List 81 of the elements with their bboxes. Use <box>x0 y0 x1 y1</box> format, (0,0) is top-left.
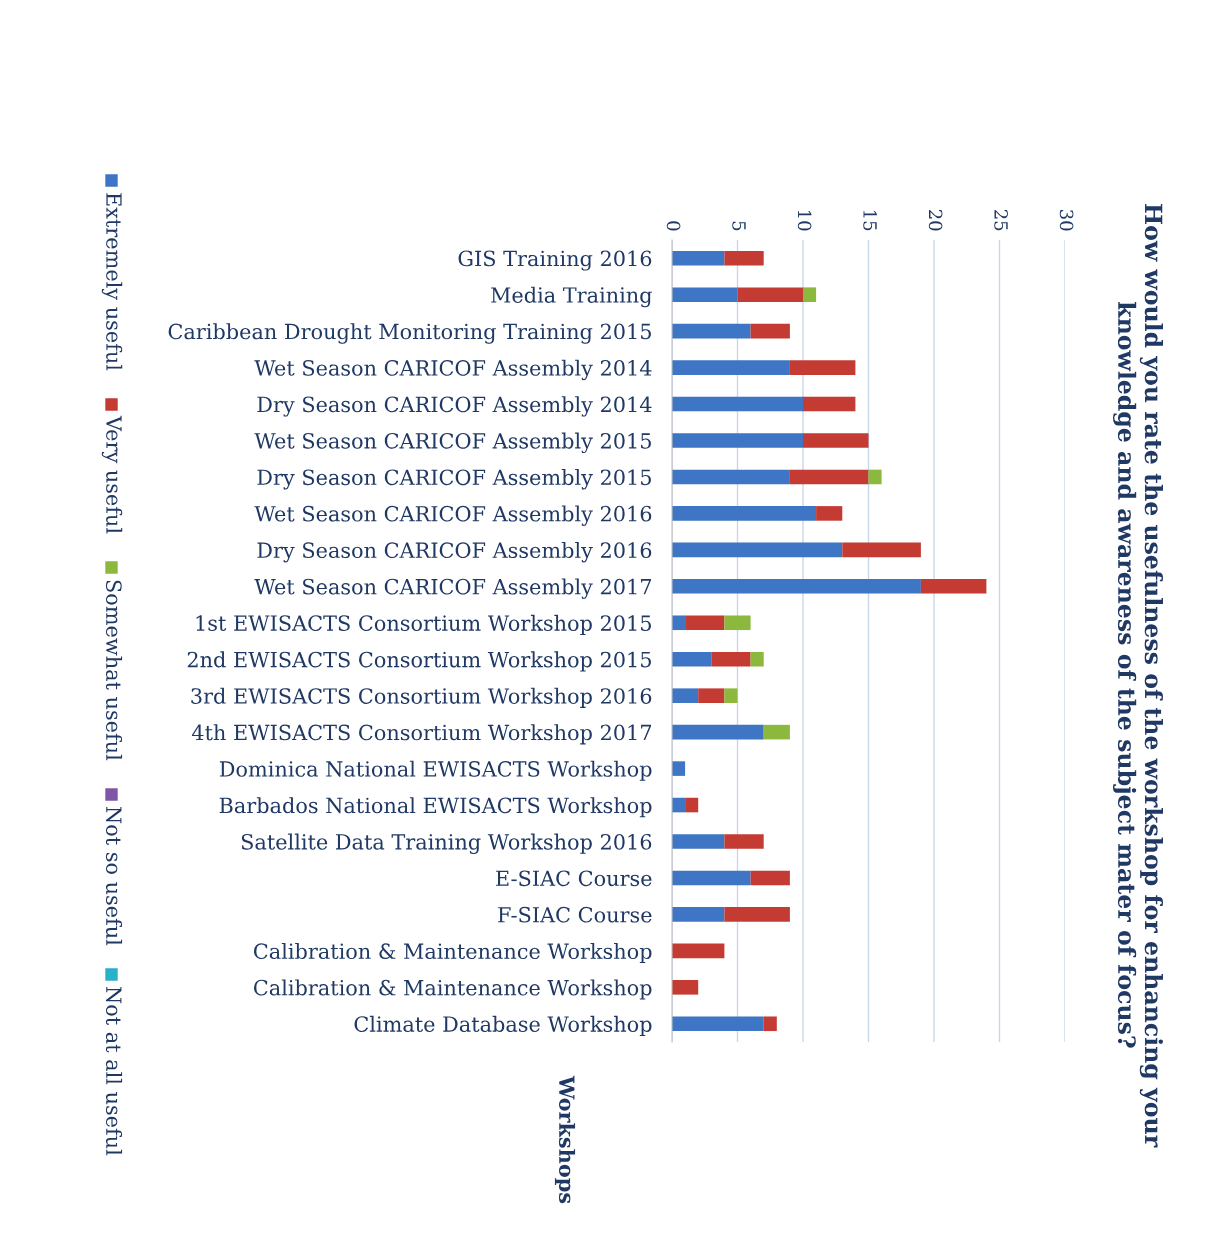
bar <box>724 834 764 849</box>
bar <box>672 506 817 521</box>
bar <box>920 579 987 594</box>
y-tick-label: Wet Season CARICOF Assembly 2014 <box>254 359 652 381</box>
y-tick-label: Caribbean Drought Monitoring Training 2015 <box>168 323 651 344</box>
x-tick-label: 0 <box>666 221 681 231</box>
bar <box>672 943 725 959</box>
bar <box>672 287 738 302</box>
bar <box>803 433 869 448</box>
bar <box>789 360 856 375</box>
x-tick-label: 5 <box>732 221 746 231</box>
bar <box>672 542 843 558</box>
bar <box>685 615 725 631</box>
bar <box>672 396 803 412</box>
y-tick-label: Calibration & Maintenance Workshop <box>254 942 652 964</box>
bar <box>672 1016 764 1032</box>
bar <box>724 250 764 266</box>
x-tick-label: 15 <box>863 210 877 231</box>
bar <box>750 651 764 667</box>
bar <box>672 870 751 886</box>
y-tick-label: Barbados National EWISACTS Workshop <box>219 797 652 818</box>
x-tick-label: 20 <box>928 209 943 231</box>
bar <box>672 615 686 631</box>
y-tick-label: Wet Season CARICOF Assembly 2017 <box>254 578 652 599</box>
y-tick-label: Dry Season CARICOF Assembly 2016 <box>257 541 652 563</box>
bar <box>672 469 790 485</box>
y-tick-label: 3rd EWISACTS Consortium Workshop 2016 <box>191 687 652 708</box>
legend-label: Not so useful <box>105 807 123 946</box>
bar <box>803 287 817 302</box>
bar <box>724 615 751 631</box>
bar <box>698 688 725 703</box>
bar <box>711 651 751 667</box>
bar <box>737 287 803 302</box>
bar <box>672 907 725 922</box>
bar <box>672 724 764 740</box>
bar <box>672 360 790 375</box>
bar <box>842 542 921 558</box>
y-tick-label: E-SIAC Course <box>496 870 652 887</box>
bar <box>672 651 712 667</box>
y-tick-label: Calibration & Maintenance Workshop <box>254 979 652 1000</box>
bar <box>672 834 725 849</box>
bar <box>763 1016 777 1032</box>
legend-label: Extremely useful <box>101 193 123 371</box>
bar <box>672 761 686 776</box>
bar <box>816 506 843 521</box>
bar <box>672 250 725 266</box>
y-tick-label: GIS Training 2016 <box>458 250 652 271</box>
y-tick-label: F-SIAC Course <box>498 906 652 923</box>
y-axis-title: Workshops <box>554 1075 576 1204</box>
y-tick-label: Dry Season CARICOF Assembly 2015 <box>257 469 651 490</box>
bar <box>868 469 882 485</box>
y-tick-label: Dry Season CARICOF Assembly 2014 <box>257 396 652 417</box>
x-tick-label: 25 <box>994 209 1008 231</box>
y-tick-label: Dominica National EWISACTS Workshop <box>219 760 652 781</box>
bar <box>685 797 699 813</box>
bar <box>724 907 790 922</box>
y-tick-label: 1st EWISACTS Consortium Workshop 2015 <box>196 614 651 636</box>
legend-label: Very useful <box>101 415 123 534</box>
bar <box>750 323 790 339</box>
bar <box>672 980 699 995</box>
bar <box>672 688 699 703</box>
legend-label: Somewhat useful <box>105 580 123 761</box>
text: How would you rate the usefulness of the workshop for enhancing your knowledge and awareness of the subject mater of focus? <box>1113 203 1163 1148</box>
y-tick-label: 4th EWISACTS Consortium Workshop 2017 <box>191 724 652 745</box>
bar <box>724 688 738 703</box>
y-tick-label: 2nd EWISACTS Consortium Workshop 2015 <box>187 651 651 672</box>
legend-label: Not at all useful <box>105 987 123 1156</box>
bar <box>763 724 790 740</box>
bar <box>672 579 921 594</box>
y-tick-label: Satellite Data Training Workshop 2016 <box>241 833 652 855</box>
x-tick-label: 10 <box>797 210 812 231</box>
y-tick-label: Wet Season CARICOF Assembly 2015 <box>254 432 651 454</box>
y-tick-label: Climate Database Workshop <box>354 1015 652 1037</box>
bar <box>672 433 803 448</box>
bar <box>803 396 856 412</box>
y-tick-label: Wet Season CARICOF Assembly 2016 <box>254 505 652 526</box>
y-tick-label: Media Training <box>491 286 652 308</box>
x-tick-label: 30 <box>1059 210 1074 231</box>
bar <box>789 469 869 485</box>
bar <box>672 323 751 339</box>
bar <box>750 870 790 886</box>
